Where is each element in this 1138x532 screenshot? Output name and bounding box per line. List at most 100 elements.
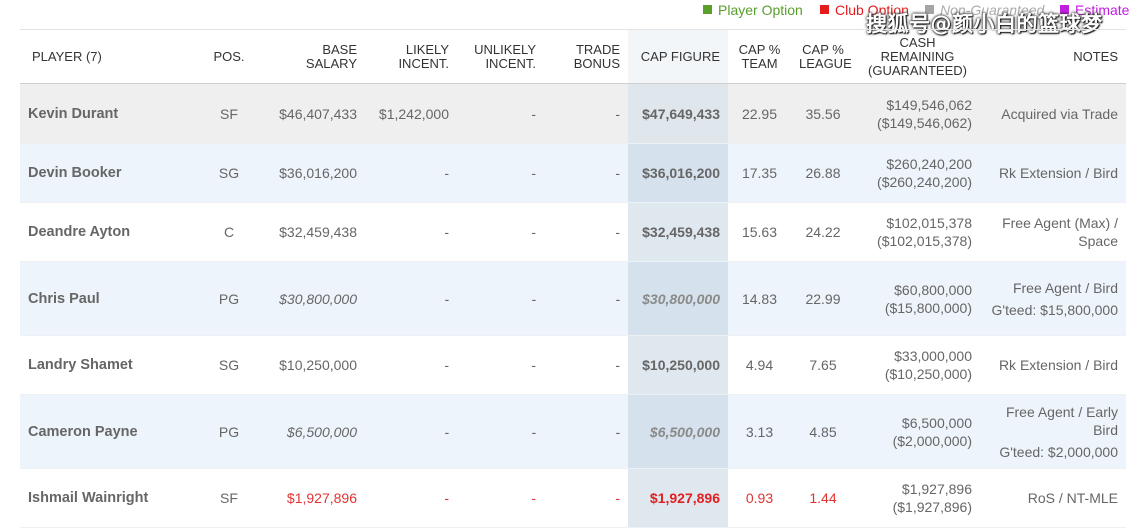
unlikely-incentives-cell: - xyxy=(457,143,544,203)
notes-text: Free Agent / Early Bird xyxy=(1005,403,1118,438)
col-cap-team-header[interactable]: CAP % TEAM xyxy=(728,29,791,84)
cap-figure-cell: $30,800,000 xyxy=(628,261,728,336)
col-likely-incentives-header[interactable]: LIKELY INCENT. xyxy=(365,29,457,84)
unlikely-incentives-cell: - xyxy=(457,202,544,262)
trade-bonus-cell: - xyxy=(544,143,628,203)
cap-league-pct-cell: 26.88 xyxy=(791,143,855,203)
cash-remaining-cell: $149,546,062 ($149,546,062) xyxy=(855,83,980,144)
base-salary-cell: $46,407,433 xyxy=(264,83,365,144)
cap-figure-value: $6,500,000 xyxy=(649,423,720,440)
notes-cell: Rk Extension / Bird xyxy=(980,335,1126,395)
likely-incentives-cell: - xyxy=(365,394,457,469)
cap-team-pct-cell: 0.93 xyxy=(728,468,791,528)
estimate-swatch-icon xyxy=(1060,5,1069,14)
cash-remaining-cell: $260,240,200 ($260,240,200) xyxy=(855,143,980,203)
col-player-header[interactable]: PLAYER (7) xyxy=(20,29,194,84)
base-salary-cell: $1,927,896 xyxy=(264,468,365,528)
trade-bonus-cell: - xyxy=(544,468,628,528)
cap-league-pct-cell: 7.65 xyxy=(791,335,855,395)
legend-player-option: Player Option xyxy=(703,2,803,18)
table-row: Deandre Ayton C $32,459,438 - - - $32,45… xyxy=(20,202,1126,262)
cash-remaining-total: $60,800,000 xyxy=(894,281,972,298)
player-name-link[interactable]: Ishmail Wainright xyxy=(20,468,194,528)
likely-incentives-cell: - xyxy=(365,261,457,336)
legend-club-option: Club Option xyxy=(820,2,909,18)
col-base-salary-header[interactable]: BASE SALARY xyxy=(264,29,365,84)
col-cash-remaining-header[interactable]: CASH REMAINING (GUARANTEED) xyxy=(855,29,980,84)
unlikely-incentives-cell: - xyxy=(457,83,544,144)
trade-bonus-cell: - xyxy=(544,335,628,395)
col-cap-league-header[interactable]: CAP % LEAGUE xyxy=(791,29,855,84)
player-option-swatch-icon xyxy=(703,5,712,14)
cap-figure-cell: $36,016,200 xyxy=(628,143,728,203)
likely-incentives-cell: - xyxy=(365,335,457,395)
cash-remaining-total: $6,500,000 xyxy=(901,414,972,431)
cash-remaining-guaranteed: ($102,015,378) xyxy=(877,233,972,249)
cap-figure-cell: $32,459,438 xyxy=(628,202,728,262)
club-option-swatch-icon xyxy=(820,5,829,14)
notes-cell: Free Agent / Bird G'teed: $15,800,000 xyxy=(980,261,1126,336)
player-name-link[interactable]: Deandre Ayton xyxy=(20,202,194,262)
cap-figure-cell: $10,250,000 xyxy=(628,335,728,395)
notes-cell: Acquired via Trade xyxy=(980,83,1126,144)
player-name-link[interactable]: Devin Booker xyxy=(20,143,194,203)
cap-league-pct-cell: 4.85 xyxy=(791,394,855,469)
col-pos-header[interactable]: POS. xyxy=(194,29,264,84)
cash-remaining-guaranteed: ($15,800,000) xyxy=(884,299,972,316)
cash-remaining-cell: $60,800,000 ($15,800,000) xyxy=(855,261,980,336)
cash-remaining-guaranteed: ($1,927,896) xyxy=(892,499,972,515)
cap-league-pct-cell: 1.44 xyxy=(791,468,855,528)
cap-figure-value: $30,800,000 xyxy=(642,290,720,307)
cap-league-pct-cell: 35.56 xyxy=(791,83,855,144)
cap-team-pct-cell: 17.35 xyxy=(728,143,791,203)
cap-figure-cell: $47,649,433 xyxy=(628,83,728,144)
position-cell: SG xyxy=(194,335,264,395)
cash-remaining-cell: $1,927,896 ($1,927,896) xyxy=(855,468,980,528)
likely-incentives-cell: - xyxy=(365,202,457,262)
legend-estimate: Estimate xyxy=(1060,2,1129,18)
non-guaranteed-swatch-icon xyxy=(925,5,934,14)
col-trade-bonus-header[interactable]: TRADE BONUS xyxy=(544,29,628,84)
notes-cell: Free Agent (Max) / Space xyxy=(980,202,1126,262)
likely-incentives-cell: - xyxy=(365,143,457,203)
unlikely-incentives-cell: - xyxy=(457,261,544,336)
cash-remaining-guaranteed: ($2,000,000) xyxy=(892,432,972,449)
player-name-link[interactable]: Kevin Durant xyxy=(20,83,194,144)
cap-team-pct-cell: 14.83 xyxy=(728,261,791,336)
col-cap-figure-header[interactable]: CAP FIGURE xyxy=(628,29,728,84)
cap-figure-cell: $6,500,000 xyxy=(628,394,728,469)
col-unlikely-incentives-header[interactable]: UNLIKELY INCENT. xyxy=(457,29,544,84)
cap-team-pct-cell: 4.94 xyxy=(728,335,791,395)
notes-guaranteed-text: G'teed: $15,800,000 xyxy=(991,301,1118,318)
cash-remaining-cell: $33,000,000 ($10,250,000) xyxy=(855,335,980,395)
likely-incentives-cell: $1,242,000 xyxy=(365,83,457,144)
unlikely-incentives-cell: - xyxy=(457,468,544,528)
cash-remaining-total: $1,927,896 xyxy=(901,481,972,497)
cash-remaining-guaranteed: ($149,546,062) xyxy=(877,114,972,131)
legend-non-guaranteed-label: Non-Guaranteed xyxy=(940,2,1045,18)
cap-figure-cell: $1,927,896 xyxy=(628,468,728,528)
salary-table: PLAYER (7) POS. BASE SALARY LIKELY INCEN… xyxy=(20,29,1126,528)
cap-team-pct-cell: 3.13 xyxy=(728,394,791,469)
legend-estimate-label: Estimate xyxy=(1075,2,1130,18)
cash-remaining-total: $102,015,378 xyxy=(886,215,972,231)
trade-bonus-cell: - xyxy=(544,261,628,336)
position-cell: SG xyxy=(194,143,264,203)
player-name-link[interactable]: Cameron Payne xyxy=(20,394,194,469)
cap-league-pct-cell: 22.99 xyxy=(791,261,855,336)
position-cell: SF xyxy=(194,83,264,144)
position-cell: PG xyxy=(194,261,264,336)
trade-bonus-cell: - xyxy=(544,202,628,262)
position-cell: C xyxy=(194,202,264,262)
cap-team-pct-cell: 15.63 xyxy=(728,202,791,262)
player-name-link[interactable]: Chris Paul xyxy=(20,261,194,336)
cash-remaining-total: $33,000,000 xyxy=(894,348,972,364)
col-notes-header[interactable]: NOTES xyxy=(980,29,1126,84)
position-cell: SF xyxy=(194,468,264,528)
player-name-link[interactable]: Landry Shamet xyxy=(20,335,194,395)
position-cell: PG xyxy=(194,394,264,469)
base-salary-cell: $10,250,000 xyxy=(264,335,365,395)
base-salary-cell: $36,016,200 xyxy=(264,143,365,203)
table-row: Kevin Durant SF $46,407,433 $1,242,000 -… xyxy=(20,83,1126,144)
unlikely-incentives-cell: - xyxy=(457,394,544,469)
